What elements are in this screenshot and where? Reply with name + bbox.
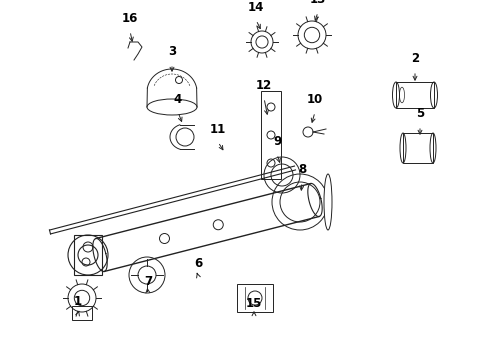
Text: 15: 15 [246, 297, 262, 310]
Text: 1: 1 [74, 295, 82, 308]
Text: 6: 6 [194, 257, 202, 270]
Text: 8: 8 [298, 163, 306, 176]
Text: 9: 9 [273, 135, 281, 148]
Bar [396, 82, 434, 108]
Text: 7: 7 [144, 275, 152, 288]
Bar [403, 133, 433, 163]
Text: 5: 5 [416, 107, 424, 120]
Bar [261, 91, 281, 179]
Text: 3: 3 [168, 45, 176, 58]
Text: 12: 12 [256, 79, 272, 92]
Text: 11: 11 [210, 123, 226, 136]
Text: 2: 2 [411, 52, 419, 65]
Bar [72, 306, 92, 320]
Ellipse shape [324, 174, 332, 230]
Text: 13: 13 [310, 0, 326, 6]
Text: 10: 10 [307, 93, 323, 106]
Text: 14: 14 [248, 1, 264, 14]
Bar [237, 284, 273, 312]
Text: 16: 16 [122, 12, 138, 25]
Text: 4: 4 [174, 93, 182, 106]
